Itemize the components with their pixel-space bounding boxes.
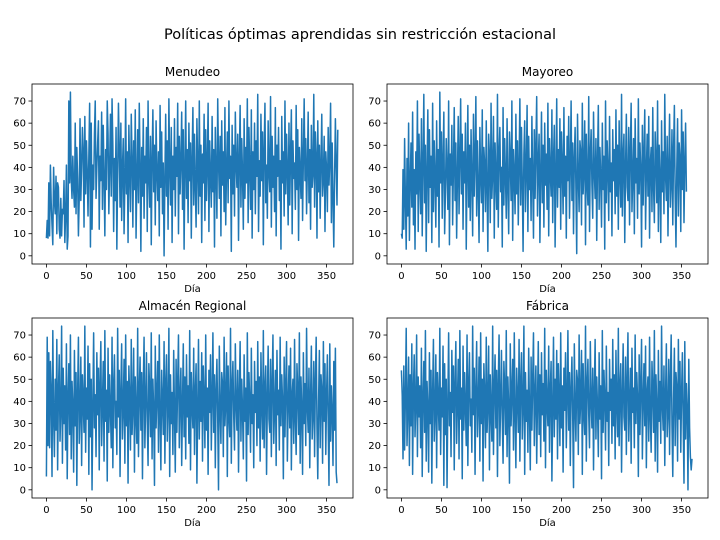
x-tick-label: 200 [197,271,216,282]
y-tick-label: 60 [368,119,381,130]
y-tick-label: 70 [368,97,381,108]
y-tick-label: 40 [13,163,26,174]
subplot-menudeo: Menudeo 0 50 100 150 200 250 300 350 0 10 20 30 40 50 6… [13,65,354,295]
y-tick-label: 0 [20,251,26,262]
series-line-mayoreo [400,91,688,255]
y-tick-label: 50 [13,141,26,152]
y-tick-label: 60 [13,353,26,364]
x-tick-label: 350 [317,505,336,516]
y-tick-label: 30 [368,185,381,196]
series-line-almacen-regional [45,325,338,491]
x-tick-label: 350 [317,271,336,282]
x-tick-label: 250 [592,271,611,282]
x-tick-label: 50 [435,505,448,516]
y-tick-label: 20 [13,207,26,218]
subplot-fabrica: Fábrica 0 50 100 150 200 250 300 350 0 10 20 30 40 50 6… [368,299,709,529]
x-tick-label: 300 [277,271,296,282]
x-axis-label: Día [539,283,556,295]
subplot-almacen-regional: Almacén Regional 0 50 100 150 200 250 300 350 0 10… [13,299,354,529]
y-tick-label: 30 [13,185,26,196]
y-tick-label: 50 [368,141,381,152]
x-tick-label: 250 [237,271,256,282]
x-tick-label: 150 [157,271,176,282]
x-tick-label: 250 [592,505,611,516]
y-tick-label: 10 [13,229,26,240]
x-tick-label: 0 [43,271,49,282]
y-tick-label: 10 [13,463,26,474]
x-tick-label: 300 [632,271,651,282]
y-tick-label: 70 [368,331,381,342]
x-tick-label: 150 [512,271,531,282]
y-tick-label: 30 [13,419,26,430]
x-tick-label: 50 [80,271,93,282]
x-tick-label: 100 [472,271,491,282]
x-tick-label: 0 [398,505,404,516]
y-tick-label: 70 [13,331,26,342]
x-axis-label: Día [539,517,556,529]
x-tick-label: 200 [197,505,216,516]
x-tick-label: 250 [237,505,256,516]
x-tick-label: 350 [672,505,691,516]
y-tick-label: 30 [368,419,381,430]
y-tick-label: 60 [13,119,26,130]
y-tick-label: 70 [13,97,26,108]
y-tick-label: 0 [375,485,381,496]
y-tick-label: 50 [13,375,26,386]
axes-frame [31,83,354,265]
x-tick-label: 100 [472,505,491,516]
axes-frame [386,317,709,499]
x-tick-label: 300 [277,505,296,516]
y-tick-label: 10 [368,463,381,474]
y-tick-label: 0 [375,251,381,262]
subplot-title: Menudeo [165,65,220,79]
axes-frame [31,317,354,499]
y-tick-label: 40 [368,163,381,174]
y-tick-label: 40 [13,397,26,408]
y-tick-label: 20 [13,441,26,452]
y-tick-label: 0 [20,485,26,496]
x-tick-label: 300 [632,505,651,516]
x-tick-label: 50 [435,271,448,282]
y-tick-label: 60 [368,353,381,364]
x-tick-label: 0 [398,271,404,282]
x-tick-label: 100 [117,505,136,516]
x-tick-label: 200 [552,505,571,516]
series-line-fabrica [400,325,693,491]
x-tick-label: 0 [43,505,49,516]
x-tick-label: 150 [157,505,176,516]
figure-title: Políticas óptimas aprendidas sin restric… [164,27,556,43]
x-tick-label: 150 [512,505,531,516]
y-tick-label: 10 [368,229,381,240]
y-tick-label: 40 [368,397,381,408]
subplot-title: Mayoreo [522,65,574,79]
x-axis-label: Día [184,517,201,529]
x-tick-label: 200 [552,271,571,282]
y-tick-label: 20 [368,441,381,452]
subplot-mayoreo: Mayoreo 0 50 100 150 200 250 300 350 0 10 20 30 40 50 6… [368,65,709,295]
x-tick-label: 100 [117,271,136,282]
series-line-menudeo [45,91,339,257]
subplot-title: Almacén Regional [139,299,247,313]
subplot-title: Fábrica [526,299,569,313]
x-axis-label: Día [184,283,201,295]
axes-frame [386,83,709,265]
y-tick-label: 20 [368,207,381,218]
x-tick-label: 350 [672,271,691,282]
y-tick-label: 50 [368,375,381,386]
x-tick-label: 50 [80,505,93,516]
